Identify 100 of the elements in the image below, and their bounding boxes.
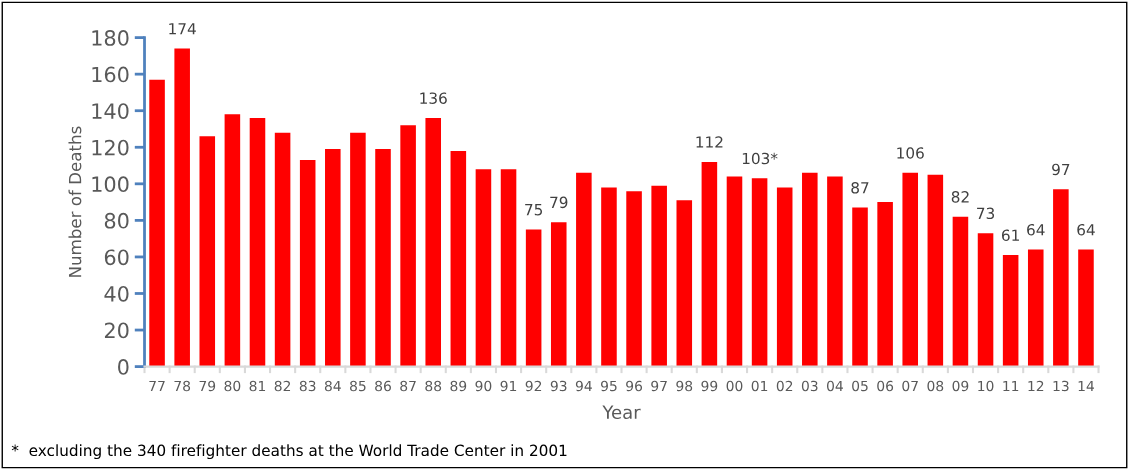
x-tick-label: 83 [299,380,316,392]
bar [601,187,617,367]
bar [651,185,667,367]
x-tick-label: 90 [475,380,492,392]
data-label: 174 [169,23,196,35]
x-tick-label: 79 [199,380,216,392]
data-label: 64 [1077,223,1095,236]
bar [400,125,416,367]
y-tick-label: 0 [118,359,129,375]
data-label: 136 [420,92,447,104]
bar [626,191,642,367]
bar [802,172,818,367]
x-tick-label: 06 [877,380,894,392]
bar [1053,189,1069,367]
x-tick-label: 10 [978,380,994,392]
bar [977,233,994,367]
text: * excluding the 340 firefighter deaths at the World Trade Center in 2001 [11,444,567,460]
y-tick-label: 40 [104,285,129,302]
bar [224,114,241,367]
y-tick-label: 140 [92,103,129,119]
x-tick-label: 91 [500,380,517,392]
y-tick-label: 160 [92,66,129,83]
bar [325,149,341,367]
bar [952,216,969,367]
x-tick-label: 05 [852,380,868,392]
bar [1002,255,1019,367]
data-label: 61 [1001,229,1019,242]
bar [425,118,442,367]
bar [852,207,868,367]
x-tick-label: 02 [776,380,793,392]
data-label: 106 [897,147,924,159]
x-tick-label: 78 [174,380,191,392]
x-tick-label: 85 [350,380,366,392]
bar [149,79,165,367]
x-tick-label: 09 [952,380,969,392]
bar [827,176,843,367]
data-label: 75 [525,204,543,216]
x-tick-label: 00 [726,380,743,392]
x-tick-label: 14 [1078,380,1095,392]
bar [475,169,492,367]
bar [274,132,291,367]
data-label: 79 [550,196,568,209]
bar [927,174,944,367]
bar [375,149,391,367]
data-label: 87 [851,181,869,194]
data-label: 82 [951,191,969,203]
bar [1027,249,1044,367]
data-label: 64 [1027,223,1045,236]
y-tick-label: 100 [92,176,129,193]
x-tick-label: 95 [601,380,617,392]
bar [199,136,216,367]
y-tick-label: 120 [92,139,129,156]
y-tick-label: 180 [92,30,129,46]
data-label: 112 [696,136,723,148]
x-tick-label: 11 [1003,380,1019,392]
x-tick-label: 84 [324,380,341,392]
x-tick-label: 13 [1053,380,1069,392]
bar [500,169,517,367]
x-tick-label: 03 [801,380,818,392]
y-tick-label: 20 [104,322,129,339]
bar [576,172,592,367]
x-tick-label: 89 [450,380,467,392]
x-tick-label: 77 [149,380,165,392]
y-axis-title: Number of Deaths [68,126,82,277]
x-tick-label: 80 [224,380,241,392]
x-tick-label: 94 [575,380,592,392]
bar [550,222,567,367]
x-tick-label: 96 [626,380,643,392]
bar [174,48,190,367]
bar [249,118,266,367]
bar [726,176,743,367]
bar [676,200,693,367]
bar [450,150,467,367]
bar [1078,249,1094,367]
bar [350,132,366,367]
x-tick-label: 93 [550,380,567,392]
y-tick-label: 80 [104,212,129,229]
x-tick-label: 07 [902,380,918,392]
x-tick-label: 01 [751,380,768,392]
x-tick-label: 86 [375,380,391,392]
x-tick-label: 87 [400,380,416,392]
x-tick-label: 92 [525,380,542,392]
bar [299,160,316,367]
bar [525,229,542,367]
bar [902,172,919,367]
bar [751,178,768,367]
x-tick-label: 97 [651,380,667,392]
data-label: 73 [977,207,995,220]
x-tick-label: 82 [274,380,291,392]
data-label: 103* [742,152,778,165]
x-tick-label: 98 [676,380,693,392]
y-tick-label: 60 [104,249,129,266]
bar [877,202,893,367]
x-tick-label: 08 [927,380,944,392]
x-tick-label: 88 [425,380,442,392]
bar [776,187,793,367]
x-tick-label: 12 [1028,380,1044,392]
bar [701,161,718,367]
data-label: 97 [1052,163,1070,176]
x-tick-label: 99 [701,380,718,392]
